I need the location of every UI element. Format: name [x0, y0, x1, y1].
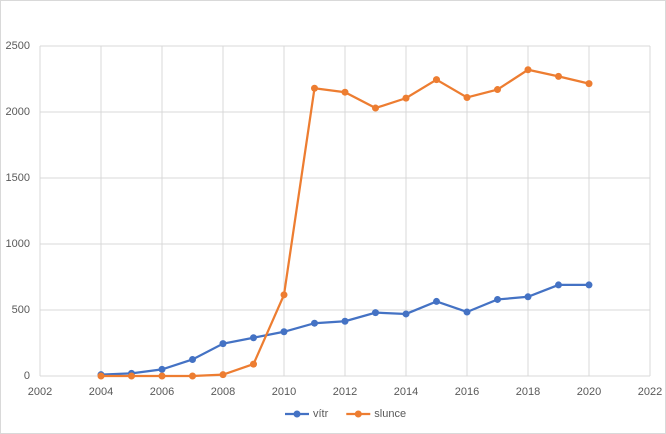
y-tick-label: 2500	[6, 40, 30, 52]
data-point	[250, 360, 257, 368]
data-point	[402, 310, 410, 318]
x-tick-label: 2014	[394, 386, 418, 398]
data-point	[250, 334, 257, 342]
x-tick-label: 2012	[333, 386, 357, 398]
data-point	[494, 295, 501, 303]
x-tick-label: 2018	[516, 386, 540, 398]
x-tick-label: 2010	[272, 386, 296, 398]
legend-label: vítr	[313, 408, 329, 420]
data-point	[280, 291, 288, 299]
data-point	[555, 72, 562, 80]
data-point	[433, 297, 440, 305]
data-point	[219, 340, 227, 348]
x-tick-label: 2022	[638, 386, 662, 398]
data-point	[158, 372, 166, 380]
data-point	[158, 365, 166, 373]
data-point	[97, 372, 105, 380]
y-tick-label: 1500	[6, 172, 30, 184]
y-tick-label: 1000	[6, 238, 30, 250]
x-tick-label: 2008	[211, 386, 235, 398]
x-tick-label: 2006	[150, 386, 174, 398]
data-point	[341, 88, 349, 96]
data-point	[219, 371, 227, 379]
legend-label: slunce	[374, 408, 406, 420]
data-point	[372, 309, 379, 317]
x-tick-label: 2020	[577, 386, 601, 398]
y-tick-label: 2000	[6, 106, 30, 118]
data-point	[463, 93, 471, 101]
data-point	[128, 372, 135, 380]
data-point	[189, 356, 196, 363]
data-point	[524, 66, 532, 74]
data-point	[341, 317, 349, 325]
y-tick-label: 500	[12, 304, 30, 316]
data-point	[524, 293, 532, 301]
y-tick-label: 0	[24, 370, 30, 382]
legend-marker	[354, 410, 362, 418]
data-point	[311, 84, 318, 92]
data-point	[433, 76, 440, 84]
data-point	[463, 308, 471, 316]
data-point	[585, 80, 593, 88]
data-point	[494, 86, 501, 94]
x-tick-label: 2016	[455, 386, 479, 398]
data-point	[555, 281, 562, 289]
data-point	[585, 281, 593, 289]
legend-marker	[293, 410, 301, 418]
data-point	[372, 104, 379, 112]
data-point	[402, 94, 410, 102]
data-point	[189, 372, 196, 380]
data-point	[280, 328, 288, 336]
data-point	[311, 319, 318, 327]
x-tick-label: 2002	[28, 386, 52, 398]
x-tick-label: 2004	[89, 386, 113, 398]
